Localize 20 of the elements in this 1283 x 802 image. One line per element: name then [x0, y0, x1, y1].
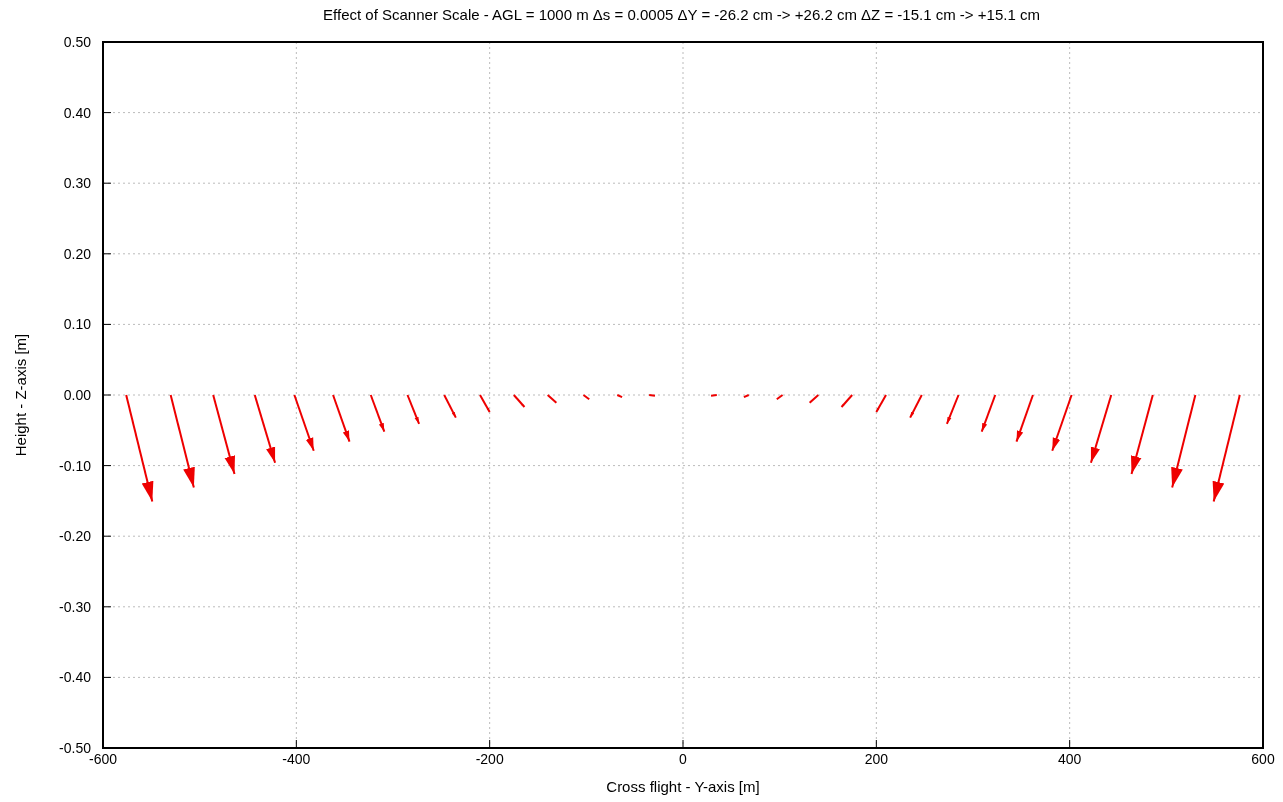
y-tick-label: -0.30: [59, 598, 92, 615]
y-tick-label: 0.40: [63, 104, 92, 121]
x-axis-title: Cross flight - Y-axis [m]: [606, 778, 760, 795]
x-tick-label: 200: [864, 751, 889, 767]
x-tick-label: -200: [475, 751, 504, 767]
y-tick-label: -0.20: [59, 528, 92, 545]
x-tick-label: 0: [679, 751, 688, 767]
y-tick-label: -0.40: [59, 669, 92, 686]
chart-title: Effect of Scanner Scale - AGL = 1000 m Δs = 0.0005 ΔY = -26.2 cm -> +26.2 cm ΔZ = -15.1 cm -> +15.1 cm: [323, 6, 1040, 23]
y-axis-title: Height - Z-axis [m]: [12, 333, 29, 457]
y-tick-label: 0.10: [63, 316, 92, 333]
y-tick-label: -0.10: [59, 457, 92, 474]
y-tick-label: 0.20: [63, 245, 92, 262]
y-tick-label: -0.50: [59, 740, 92, 756]
x-tick-label: 600: [1251, 751, 1275, 767]
y-tick-label: 0.50: [63, 34, 92, 50]
x-tick-label: 400: [1057, 751, 1082, 767]
y-tick-label: 0.00: [63, 387, 92, 403]
x-tick-label: -400: [282, 751, 311, 767]
y-tick-label: 0.30: [63, 175, 92, 192]
